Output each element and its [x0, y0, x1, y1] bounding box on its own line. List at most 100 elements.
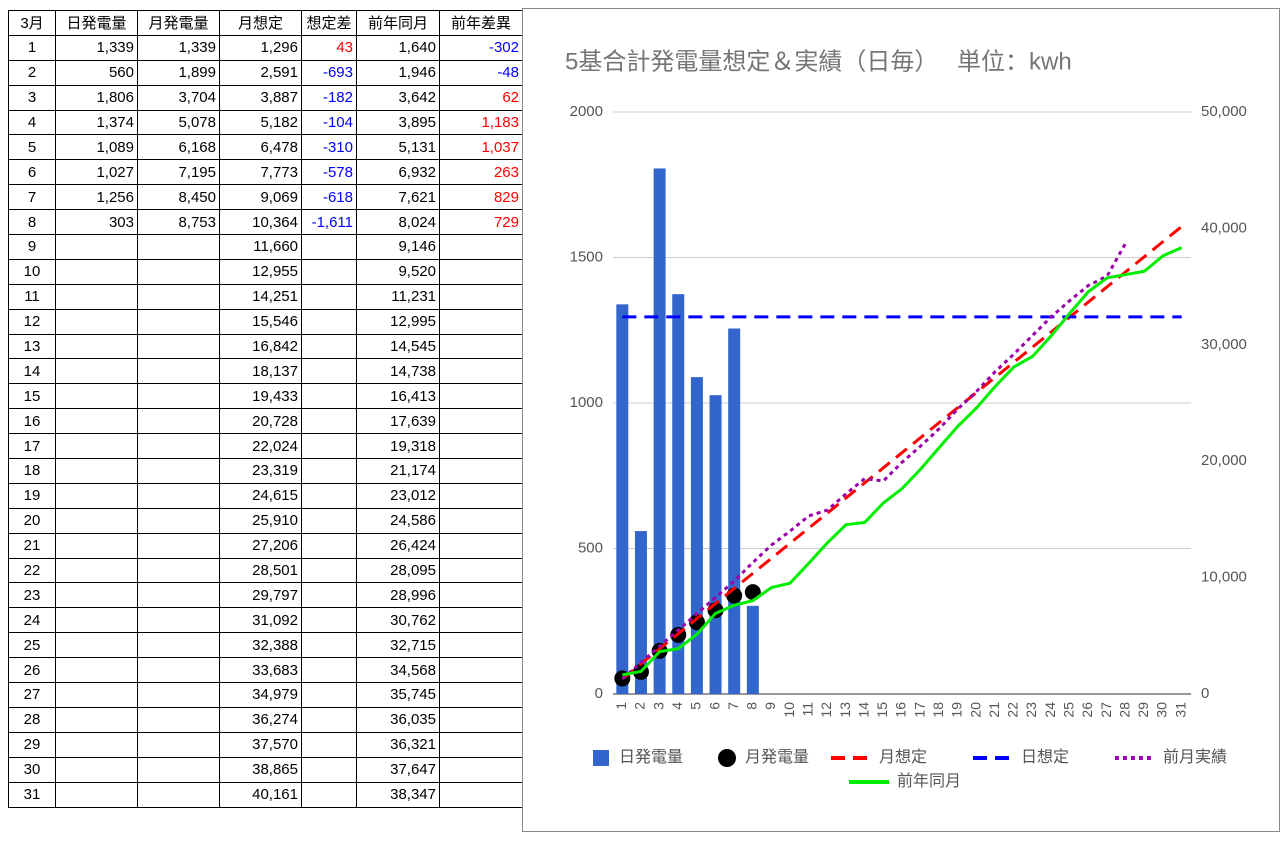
table-cell: 日発電量: [55, 10, 138, 36]
table-cell: 28,996: [356, 582, 440, 609]
x-tick-label: 15: [874, 702, 890, 718]
table-cell: 前年差異: [439, 10, 523, 36]
table-cell: [301, 234, 357, 260]
table-cell: [55, 781, 138, 808]
table-row: 10 12,955 9,520: [8, 258, 523, 285]
table-row: 17 22,024 19,318: [8, 433, 523, 460]
table-cell: [439, 657, 523, 684]
table-cell: 前年同月: [356, 10, 440, 36]
table-cell: 月想定: [219, 10, 302, 36]
table-cell: [439, 532, 523, 559]
table-row: 6 1,027 7,195 7,773 -578 6,932 263: [8, 159, 523, 186]
table-cell: 9,520: [356, 258, 440, 285]
table-cell: [55, 582, 138, 609]
chart: 5基合計発電量想定＆実績（日毎） 単位：kwh 0 500 1000 1500 2000…: [522, 8, 1280, 832]
table-cell: 14,545: [356, 333, 440, 360]
table-cell: [301, 408, 357, 435]
table-cell: [55, 632, 138, 659]
table-cell: [439, 731, 523, 758]
table-cell: 32,715: [356, 632, 440, 659]
table-cell: [55, 706, 138, 733]
x-tick-label: 11: [799, 702, 815, 717]
table-cell: [55, 333, 138, 360]
table-row: 7 1,256 8,450 9,069 -618 7,621 829: [8, 184, 523, 211]
table-cell: [301, 283, 357, 310]
table-cell: 1,374: [55, 109, 138, 136]
table-cell: -1,611: [301, 209, 357, 236]
table-cell: 3: [8, 84, 56, 111]
table-cell: 7,195: [137, 159, 220, 186]
table-cell: 29: [8, 731, 56, 758]
table-cell: [301, 258, 357, 285]
table-cell: 40,161: [219, 781, 302, 808]
table-cell: 12,995: [356, 308, 440, 335]
table-cell: 8,753: [137, 209, 220, 236]
legend-label: 月想定: [879, 748, 927, 766]
table-cell: -693: [301, 59, 357, 86]
x-tick-label: 29: [1135, 702, 1151, 718]
table-cell: 2: [8, 59, 56, 86]
table-cell: [301, 582, 357, 609]
table-cell: 5: [8, 134, 56, 161]
x-tick-label: 17: [911, 702, 927, 718]
x-tick-label: 8: [744, 702, 760, 710]
x-tick-label: 7: [725, 702, 741, 710]
table-cell: 8: [8, 209, 56, 236]
table-cell: 10,364: [219, 209, 302, 236]
line: [622, 246, 1183, 677]
table-cell: [301, 507, 357, 534]
x-tick-label: 28: [1116, 702, 1132, 718]
bar: [728, 328, 741, 694]
x-tick-label: 5: [688, 702, 704, 710]
table-cell: [55, 657, 138, 684]
table-cell: 想定差: [301, 10, 357, 36]
table-cell: 62: [439, 84, 523, 111]
table-row: 8 303 8,753 10,364 -1,611 8,024 729: [8, 209, 523, 236]
table-cell: -302: [439, 34, 523, 61]
legend-swatch: [718, 749, 736, 767]
x-tick-label: 24: [1042, 702, 1058, 718]
y2-tick-label: 50,000: [1201, 103, 1247, 120]
table-row: 14 18,137 14,738: [8, 358, 523, 385]
table-cell: 31,092: [219, 607, 302, 634]
table-cell: 1,806: [55, 84, 138, 111]
table-cell: 3,895: [356, 109, 440, 136]
y2-tick-label: 20,000: [1201, 452, 1247, 469]
table-cell: 14,738: [356, 358, 440, 385]
table-cell: 24: [8, 607, 56, 634]
table-row: 25 32,388 32,715: [8, 632, 523, 659]
y-tick-label: 2000: [570, 103, 603, 120]
table-row: 1 1,339 1,339 1,296 43 1,640 -302: [8, 34, 523, 61]
table-cell: [137, 657, 220, 684]
table-cell: [137, 458, 220, 484]
table-cell: [439, 582, 523, 609]
table-cell: 303: [55, 209, 138, 236]
x-tick-label: 6: [706, 702, 722, 710]
table-cell: 16,413: [356, 383, 440, 410]
table-cell: 25: [8, 632, 56, 659]
table-cell: 27,206: [219, 532, 302, 559]
table-cell: [301, 308, 357, 335]
table-cell: [439, 781, 523, 808]
y-tick-label: 0: [595, 685, 603, 702]
table-cell: [301, 358, 357, 385]
x-tick-label: 13: [837, 702, 853, 718]
table-cell: 30: [8, 756, 56, 783]
x-tick-label: 9: [762, 702, 778, 710]
table-cell: -182: [301, 84, 357, 111]
table-cell: [137, 283, 220, 310]
table-cell: 20: [8, 507, 56, 534]
table-cell: 3,704: [137, 84, 220, 111]
table-cell: 263: [439, 159, 523, 186]
table-cell: 14,251: [219, 283, 302, 310]
table-cell: 8,024: [356, 209, 440, 236]
table-cell: 28,501: [219, 557, 302, 584]
table-row: 21 27,206 26,424: [8, 532, 523, 559]
table-cell: [439, 482, 523, 509]
table-cell: [137, 706, 220, 733]
table-cell: 1,089: [55, 134, 138, 161]
table-cell: 829: [439, 184, 523, 211]
table-cell: 21,174: [356, 458, 440, 484]
table-row: 19 24,615 23,012: [8, 482, 523, 509]
table-cell: [55, 731, 138, 758]
